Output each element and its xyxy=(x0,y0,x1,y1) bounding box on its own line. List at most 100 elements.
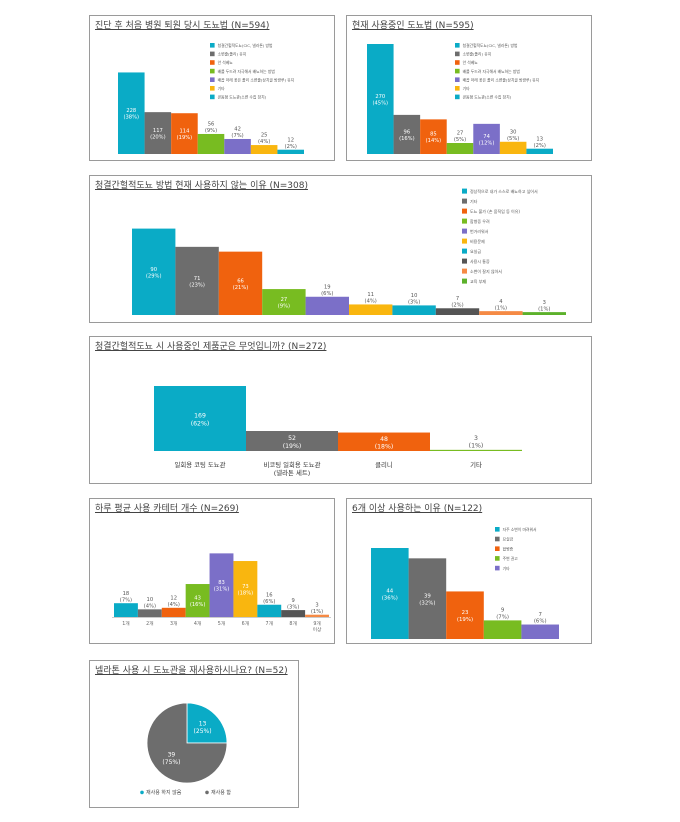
bar xyxy=(154,386,246,451)
legend-label: 안 석베뇨 xyxy=(463,60,479,65)
data-label: 270 (45%) xyxy=(372,94,388,107)
bar xyxy=(349,304,393,315)
legend-swatch xyxy=(462,228,467,234)
chart-not-using-reason: 90 (29%) 71 (23%) 66 (21%) 27 (9%) 19 (6%) 11 (4%) 1… xyxy=(132,188,566,315)
bar xyxy=(371,548,409,639)
legend-swatch xyxy=(462,258,467,264)
category-label: 1개 xyxy=(122,620,129,627)
category-label: 5개 xyxy=(218,620,225,627)
legend-label: 정상적으로 내가 스스로 배뇨하고 싶어서 xyxy=(470,188,538,194)
legend-swatch xyxy=(495,546,500,551)
category-label: 비코팅 일회용 도뇨관 (넬라톤 세트) xyxy=(264,460,321,477)
legend-swatch xyxy=(210,77,215,82)
legend-swatch xyxy=(210,68,215,74)
data-label: 12 (4%) xyxy=(168,595,180,608)
legend-label: 배꼽 아래 꽂은 폴리 소변줄(상치골 방광루) 유지 xyxy=(463,77,540,82)
chart-title: 진단 후 처음 병원 퇴원 당시 도뇨법 (N=594) xyxy=(95,21,270,31)
data-label: 66 (21%) xyxy=(233,278,249,291)
chart-panel-reuse-catheter: 넬라톤 사용 시 도뇨관을 재사용하시나요? (N=52) 13 (25%) 39(… xyxy=(89,660,299,808)
bar xyxy=(218,251,263,315)
bar xyxy=(446,143,474,154)
legend-label: 기타 xyxy=(463,86,470,91)
legend-swatch xyxy=(495,565,500,571)
data-label: 96 (16%) xyxy=(399,129,415,142)
legend-label: 번거러워서 xyxy=(470,228,489,234)
data-label: 39 (75%) xyxy=(162,752,180,767)
legend-swatch xyxy=(462,188,467,194)
legend-label: 안 석베뇨 xyxy=(218,60,234,65)
legend-label: 배꼽 아래 꽂은 폴리 소변줄(상치골 방광루) 유지 xyxy=(218,77,295,82)
legend-label: 소변줄(폴리) 유지 xyxy=(463,52,492,57)
legend-label: 소변이 잘지 않아서 xyxy=(470,268,502,274)
bar xyxy=(479,311,523,315)
bar xyxy=(175,246,219,315)
legend-label: 재사용 함 xyxy=(211,789,231,796)
bar xyxy=(118,72,145,154)
data-label: 52 (19%) xyxy=(283,435,302,450)
legend-swatch xyxy=(462,238,467,244)
bar xyxy=(521,624,559,639)
legend-label: 소변줄(폴리) 유지 xyxy=(218,52,247,57)
data-label: 19 (6%) xyxy=(321,284,333,297)
chart-current-method: 270 (45%) 96 (16%) 85 (14%) 27 (5%) 74 (12%) 30 (5%… xyxy=(367,43,553,154)
chart-title: 현재 사용중인 도뇨법 (N=595) xyxy=(352,21,474,31)
legend-swatch xyxy=(210,43,215,48)
legend-label: 비용문제 xyxy=(470,238,485,244)
legend-swatch xyxy=(455,43,460,48)
bar xyxy=(257,604,282,617)
chart-panel-discharge-method: 진단 후 처음 병원 퇴원 당시 도뇨법 (N=594) 228 (38%) 117… xyxy=(89,15,335,161)
data-label: 56 (9%) xyxy=(205,122,217,135)
legend-label: 주변 권고 xyxy=(503,556,519,561)
bar xyxy=(233,561,258,617)
data-label: 90 (29%) xyxy=(146,267,162,280)
legend-swatch xyxy=(462,208,467,214)
data-label: 71 (23%) xyxy=(189,276,205,289)
data-label: 10 (3%) xyxy=(408,293,420,306)
bar xyxy=(473,123,500,154)
data-label: 9 (7%) xyxy=(496,608,509,621)
chart-panel-six-plus-reason: 6개 이상 사용하는 이유 (N=122) 44 (36%) 39 (32%) 23 (1… xyxy=(346,498,592,644)
bar xyxy=(408,558,447,639)
data-label: 44 (36%) xyxy=(382,589,398,602)
bar xyxy=(338,432,430,451)
bar xyxy=(483,620,522,639)
chart-title: 하루 평균 사용 카테터 개수 (N=269) xyxy=(95,504,239,514)
bar xyxy=(132,228,176,315)
chart-panel-not-using-reason: 청결간헐적도뇨 방법 현재 사용하지 않는 이유 (N=308) 90 (29%)… xyxy=(89,175,592,323)
legend-swatch xyxy=(210,51,215,57)
data-label: 3 (1%) xyxy=(469,435,484,450)
chart-title: 넬라톤 사용 시 도뇨관을 재사용하시나요? (N=52) xyxy=(95,666,288,676)
legend-label: 청결간헐적도뇨(CIC, 넬라톤) 방법 xyxy=(218,43,273,48)
legend-swatch xyxy=(462,248,467,254)
chart-reuse-catheter: 13 (25%) 39 (75%) 재사용 하지 않음 재사용 함 xyxy=(140,702,231,796)
legend-label: 재사용 하지 않음 xyxy=(146,789,182,796)
data-label: 3 (1%) xyxy=(311,602,323,615)
legend-swatch xyxy=(140,790,144,795)
data-label: 27 (5%) xyxy=(454,131,466,144)
bar xyxy=(305,614,329,617)
legend-label: 자주 소변이 마려워서 xyxy=(503,527,537,532)
legend-swatch xyxy=(205,790,209,795)
data-label: 9 (3%) xyxy=(287,598,299,611)
chart-panel-product-group: 청결간헐적도뇨 시 사용중인 제품군은 무엇입니까? (N=272) 169 (6… xyxy=(89,336,592,484)
legend-swatch xyxy=(455,60,460,65)
chart-title: 6개 이상 사용하는 이유 (N=122) xyxy=(352,504,483,514)
chart-six-plus-reason: 44 (36%) 39 (32%) 23 (19%) 9 (7%) 7 (6%) 자주 소변이 마려… xyxy=(371,527,559,639)
data-label: 228 (38%) xyxy=(123,108,139,121)
data-label: 48 (18%) xyxy=(375,436,394,451)
legend-swatch xyxy=(462,218,467,224)
bar xyxy=(393,114,421,154)
legend-label: 합병증 xyxy=(503,546,514,551)
bar xyxy=(137,609,162,617)
legend-label: 배를 두드려 자극해서 배뇨하는 방법 xyxy=(218,69,276,74)
legend-label: 기타 xyxy=(470,198,478,204)
legend-swatch xyxy=(462,278,467,284)
legend-swatch xyxy=(462,268,467,274)
data-label: 27 (9%) xyxy=(278,297,290,310)
data-label: 7 (2%) xyxy=(451,296,463,309)
category-label: 2개 xyxy=(146,620,153,627)
data-label: 3 (1%) xyxy=(538,300,550,313)
data-label: 169 (62%) xyxy=(191,413,210,428)
legend-swatch xyxy=(462,198,467,204)
legend-label: 기타 xyxy=(218,86,225,91)
